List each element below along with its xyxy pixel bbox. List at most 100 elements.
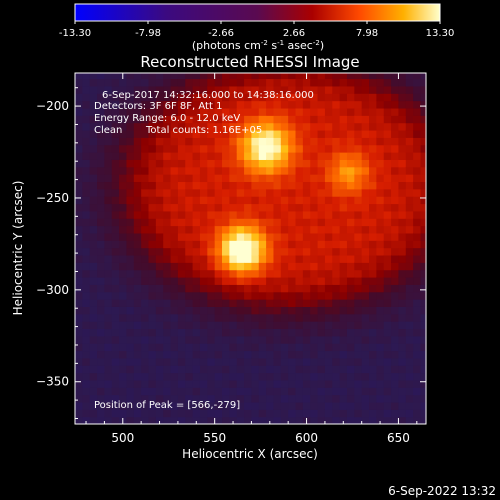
heatmap-cell [244,122,253,131]
heatmap-cell [207,401,216,410]
heatmap-cell [280,100,289,109]
heatmap-cell [75,291,83,300]
heatmap-cell [346,129,355,138]
heatmap-cell [413,73,422,80]
heatmap-cell [391,107,400,116]
heatmap-cell [258,196,267,205]
heatmap-cell [266,262,275,271]
heatmap-cell [317,152,326,160]
heatmap-cell [119,306,128,315]
heatmap-cell [266,335,275,344]
heatmap-cell [222,137,230,146]
heatmap-cell [104,78,113,87]
heatmap-cell [302,379,311,388]
heatmap-cell [236,416,245,424]
heatmap-cell [369,210,377,219]
heatmap-cell [207,73,216,80]
heatmap-cell [185,343,194,352]
heatmap-cell [391,254,400,263]
heatmap-cell [229,409,238,418]
heatmap-cell [376,115,385,124]
heatmap-cell [126,328,135,337]
heatmap-cell [229,321,238,330]
heatmap-cell [97,122,105,131]
heatmap-cell [229,335,238,344]
heatmap-cell [273,181,282,190]
heatmap-cell [222,240,230,249]
heatmap-cell [339,401,348,410]
heatmap-cell [310,203,319,212]
heatmap-cell [89,321,98,330]
heatmap-cell [185,350,194,359]
heatmap-cell [332,269,341,278]
heatmap-cell [288,240,297,249]
heatmap-cell [185,122,194,131]
heatmap-cell [302,350,311,359]
heatmap-cell [413,401,422,410]
heatmap-cell [192,225,201,234]
heatmap-cell [214,416,223,424]
heatmap-cell [185,276,194,285]
heatmap-cell [251,306,260,315]
heatmap-cell [413,188,422,197]
heatmap-cell [199,225,208,234]
heatmap-cell [310,291,319,300]
heatmap-cell [75,394,83,403]
heatmap-cell [104,394,113,403]
heatmap-cell [302,313,311,322]
heatmap-cell [148,262,157,271]
heatmap-cell [369,276,377,285]
heatmap-cell [361,401,370,410]
heatmap-cell [302,387,311,396]
heatmap-cell [332,254,341,263]
heatmap-cell [332,299,341,307]
heatmap-cell [383,394,392,403]
heatmap-cell [354,174,363,183]
heatmap-cell [133,262,142,271]
heatmap-cell [324,372,333,381]
heatmap-cell [310,394,319,403]
heatmap-cell [324,365,333,374]
heatmap-cell [266,240,275,249]
heatmap-cell [170,306,179,315]
heatmap-cell [133,328,142,337]
heatmap-cell [361,372,370,381]
heatmap-cell [75,85,83,94]
heatmap-cell [317,328,326,337]
heatmap-cell [317,225,326,234]
heatmap-cell [413,78,422,87]
heatmap-cell [310,335,319,344]
heatmap-cell [82,306,91,315]
heatmap-cell [383,416,392,424]
heatmap-cell [376,299,385,307]
heatmap-cell [97,350,105,359]
heatmap-cell [398,291,407,300]
heatmap-cell [82,181,91,190]
heatmap-cell [192,122,201,131]
plot-frame [74,72,427,425]
heatmap-cell [324,159,333,168]
heatmap-cell [111,218,120,227]
heatmap-cell [214,306,223,315]
heatmap-cell [222,196,230,205]
heatmap-cell [273,174,282,183]
heatmap-cell [75,225,83,234]
heatmap-cell [391,188,400,197]
heatmap-cell [97,269,105,278]
heatmap-cell [104,335,113,344]
heatmap-cell [295,276,304,285]
heatmap-cell [155,78,164,87]
heatmap-cell [413,321,422,330]
heatmap-cell [126,394,135,403]
heatmap-cell [273,188,282,197]
heatmap-cell [391,379,400,388]
heatmap-cell [133,152,142,160]
heatmap-cell [163,100,172,109]
heatmap-cell [126,321,135,330]
heatmap-cell [369,416,377,424]
heatmap-cell [391,232,400,241]
heatmap-cell [346,269,355,278]
heatmap-cell [199,306,208,315]
heatmap-cell [354,365,363,374]
heatmap-cell [413,85,422,94]
